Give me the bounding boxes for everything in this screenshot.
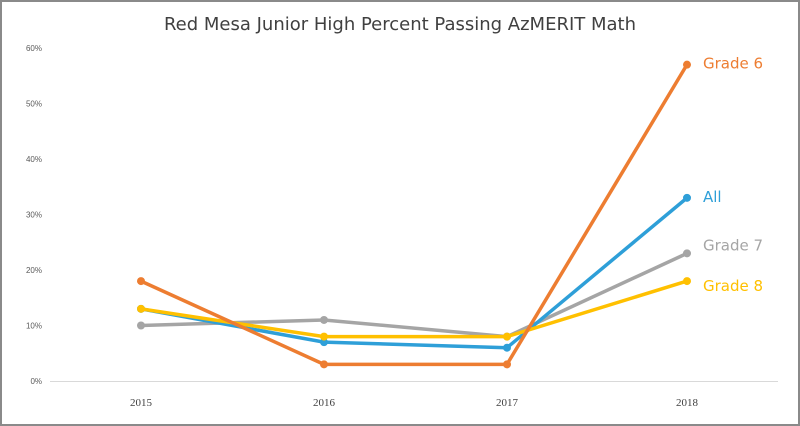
series-label: Grade 7 xyxy=(703,236,763,254)
x-tick-label: 2017 xyxy=(496,397,519,409)
data-point xyxy=(137,321,145,330)
data-point xyxy=(683,193,691,202)
data-point xyxy=(320,360,328,369)
data-point xyxy=(137,277,145,286)
series-label: All xyxy=(703,188,722,206)
y-tick-label: 40% xyxy=(26,155,42,164)
data-point xyxy=(683,249,691,258)
data-point xyxy=(137,304,145,313)
y-tick-label: 60% xyxy=(26,44,42,53)
x-tick-label: 2015 xyxy=(130,397,153,409)
y-tick-label: 0% xyxy=(30,377,42,386)
data-point xyxy=(503,360,511,369)
series-line xyxy=(139,62,689,367)
chart-title: Red Mesa Junior High Percent Passing AzM… xyxy=(163,14,637,35)
y-tick-label: 30% xyxy=(26,211,42,220)
y-tick-label: 50% xyxy=(26,100,42,109)
data-point xyxy=(320,315,328,324)
series-label: Grade 8 xyxy=(703,277,763,295)
x-tick-label: 2018 xyxy=(676,397,699,409)
y-tick-label: 10% xyxy=(26,322,42,331)
x-tick-label: 2016 xyxy=(313,397,336,409)
y-tick-label: 20% xyxy=(26,266,42,275)
data-point xyxy=(683,277,691,286)
data-point xyxy=(683,60,691,69)
data-point xyxy=(320,338,328,347)
data-point xyxy=(503,343,511,352)
series-label: Grade 6 xyxy=(703,55,763,73)
data-point xyxy=(320,332,328,341)
data-point xyxy=(503,332,511,341)
series-line xyxy=(139,196,689,350)
